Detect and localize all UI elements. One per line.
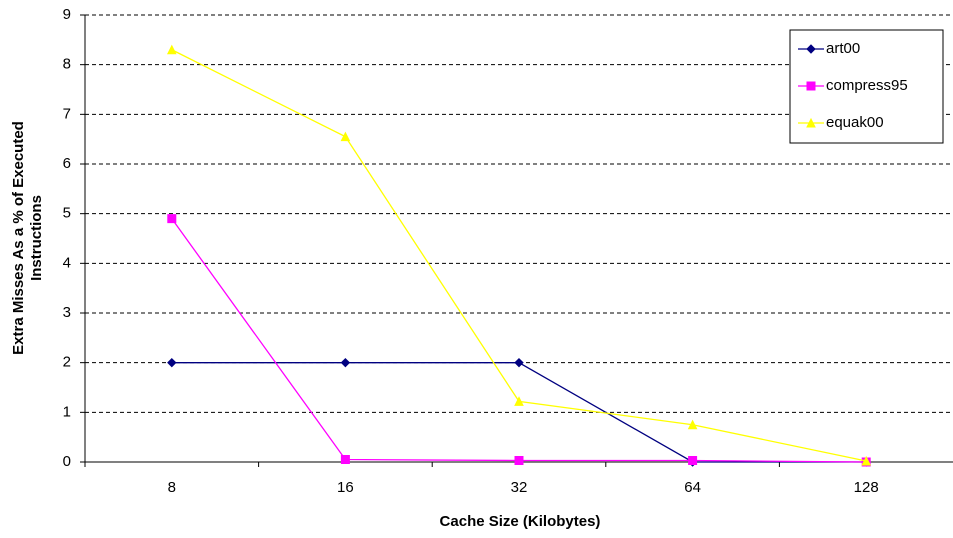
y-tick-label: 4	[63, 254, 71, 271]
x-axis-label: Cache Size (Kilobytes)	[440, 513, 601, 530]
y-tick-label: 6	[63, 155, 71, 172]
x-tick-label: 8	[168, 479, 176, 496]
data-point	[167, 214, 177, 224]
legend-marker	[806, 44, 816, 54]
data-point	[688, 456, 698, 466]
data-point	[861, 455, 872, 466]
data-point	[167, 357, 177, 368]
data-point	[340, 455, 350, 465]
legend-marker	[806, 81, 816, 91]
y-tick-label: 0	[63, 453, 71, 470]
y-tick-label: 1	[63, 403, 71, 420]
y-axis-label: Extra Misses As a % of ExecutedInstructi…	[10, 121, 45, 355]
legend-label: compress95	[826, 77, 908, 94]
data-point	[340, 131, 351, 142]
y-tick-label: 9	[63, 6, 71, 23]
x-tick-label: 32	[511, 479, 528, 496]
series-line	[171, 218, 867, 463]
y-tick-label: 5	[63, 205, 71, 222]
data-point	[340, 357, 351, 368]
data-point	[514, 357, 524, 368]
y-tick-label: 3	[63, 304, 71, 321]
data-point	[687, 419, 698, 430]
x-tick-label: 64	[684, 479, 701, 496]
legend-label: equak00	[826, 114, 884, 131]
legend-label: art00	[826, 40, 860, 57]
data-point	[166, 44, 177, 55]
y-tick-label: 7	[63, 105, 71, 122]
data-point	[514, 456, 524, 466]
data-point	[514, 396, 524, 406]
legend-marker	[806, 117, 816, 128]
y-tick-label: 2	[63, 354, 71, 371]
x-tick-label: 128	[854, 479, 879, 496]
y-tick-label: 8	[63, 56, 71, 73]
x-tick-label: 16	[337, 479, 354, 496]
